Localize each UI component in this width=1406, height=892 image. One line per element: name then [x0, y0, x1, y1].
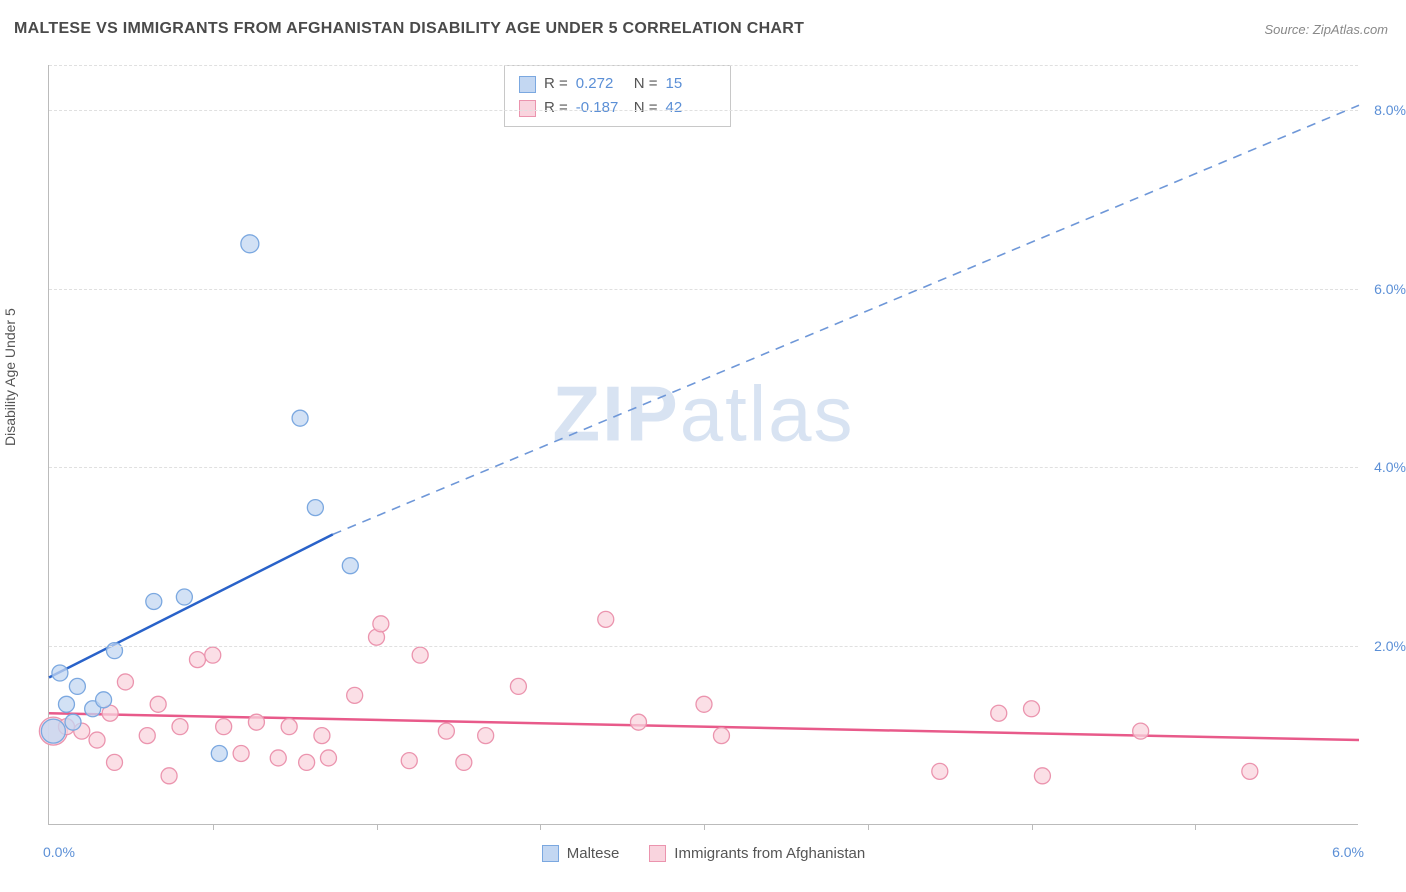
legend-bottom: Maltese Immigrants from Afghanistan: [49, 845, 1358, 862]
x-tick: [1032, 824, 1033, 830]
y-axis-label: Disability Age Under 5: [2, 308, 18, 446]
y-tick-label: 6.0%: [1362, 281, 1406, 297]
y-tick-label: 2.0%: [1362, 638, 1406, 654]
plot-svg: [49, 65, 1358, 824]
stats-row-maltese: R = 0.272 N = 15: [519, 72, 716, 96]
y-tick-label: 8.0%: [1362, 102, 1406, 118]
x-tick: [213, 824, 214, 830]
source-attribution: Source: ZipAtlas.com: [1264, 22, 1388, 37]
stats-legend-box: R = 0.272 N = 15 R = -0.187 N = 42: [504, 65, 731, 127]
plot-area: ZIPatlas R = 0.272 N = 15 R = -0.187 N =…: [48, 65, 1358, 825]
stat-n-value-afghan: 42: [666, 96, 716, 120]
legend-swatch-maltese: [542, 845, 559, 862]
stat-n-label: N =: [634, 72, 658, 96]
y-tick-label: 4.0%: [1362, 459, 1406, 475]
legend-item-afghan: Immigrants from Afghanistan: [649, 845, 865, 862]
x-tick: [1195, 824, 1196, 830]
chart-title: MALTESE VS IMMIGRANTS FROM AFGHANISTAN D…: [14, 20, 804, 38]
legend-swatch-afghan: [649, 845, 666, 862]
swatch-afghan: [519, 100, 536, 117]
stat-r-value-afghan: -0.187: [576, 96, 626, 120]
stat-r-label: R =: [544, 96, 568, 120]
stats-row-afghan: R = -0.187 N = 42: [519, 96, 716, 120]
stat-n-label: N =: [634, 96, 658, 120]
legend-item-maltese: Maltese: [542, 845, 620, 862]
swatch-maltese: [519, 76, 536, 93]
x-tick: [540, 824, 541, 830]
x-tick: [704, 824, 705, 830]
stat-n-value-maltese: 15: [666, 72, 716, 96]
x-tick: [377, 824, 378, 830]
x-tick: [868, 824, 869, 830]
x-axis-min-label: 0.0%: [43, 844, 75, 860]
stat-r-label: R =: [544, 72, 568, 96]
legend-label-maltese: Maltese: [567, 845, 620, 862]
x-axis-max-label: 6.0%: [1332, 844, 1364, 860]
legend-label-afghan: Immigrants from Afghanistan: [674, 845, 865, 862]
stat-r-value-maltese: 0.272: [576, 72, 626, 96]
chart-container: MALTESE VS IMMIGRANTS FROM AFGHANISTAN D…: [0, 0, 1406, 892]
